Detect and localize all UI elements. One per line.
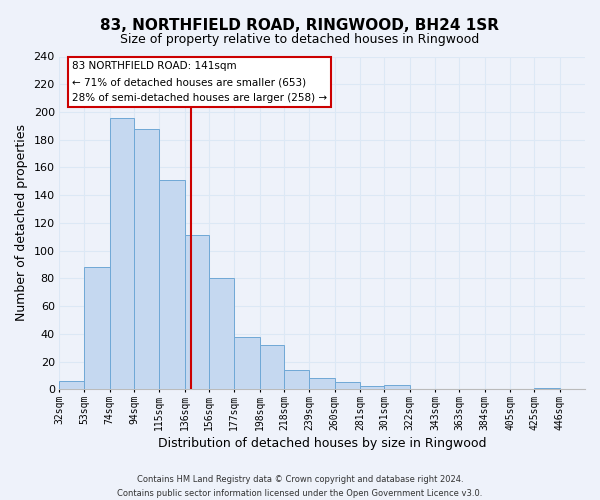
X-axis label: Distribution of detached houses by size in Ringwood: Distribution of detached houses by size … (158, 437, 486, 450)
Bar (534, 388, 560, 389)
Bar (160, 180, 185, 389)
Bar (309, 378, 335, 389)
Y-axis label: Number of detached properties: Number of detached properties (15, 124, 28, 322)
Text: 83 NORTHFIELD ROAD: 141sqm
← 71% of detached houses are smaller (653)
28% of sem: 83 NORTHFIELD ROAD: 141sqm ← 71% of deta… (72, 62, 327, 102)
Bar (185, 236, 209, 389)
Bar (209, 278, 235, 389)
Bar (134, 128, 160, 389)
Bar (85, 267, 110, 389)
Bar (235, 336, 260, 389)
Text: Size of property relative to detached houses in Ringwood: Size of property relative to detached ho… (121, 32, 479, 46)
Bar (260, 345, 284, 389)
Text: 83, NORTHFIELD ROAD, RINGWOOD, BH24 1SR: 83, NORTHFIELD ROAD, RINGWOOD, BH24 1SR (101, 18, 499, 32)
Bar (284, 370, 309, 389)
Text: Contains HM Land Registry data © Crown copyright and database right 2024.
Contai: Contains HM Land Registry data © Crown c… (118, 476, 482, 498)
Bar (384, 385, 410, 389)
Bar (110, 118, 134, 389)
Bar (360, 386, 384, 389)
Bar (59, 381, 85, 389)
Bar (335, 382, 360, 389)
